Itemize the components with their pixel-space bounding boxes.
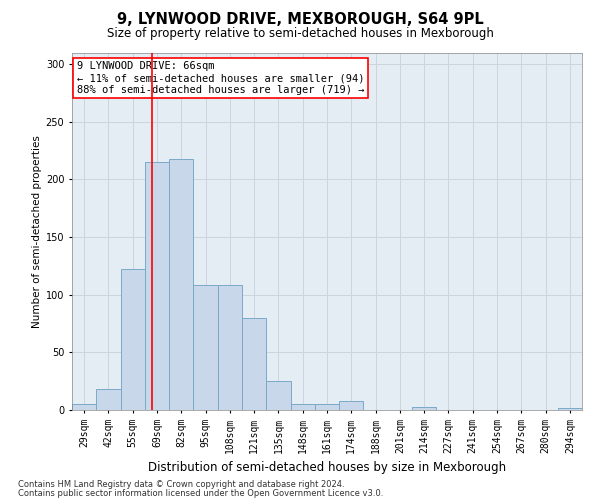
Bar [412, 406, 436, 410]
Bar [145, 162, 169, 410]
Bar [242, 318, 266, 410]
X-axis label: Distribution of semi-detached houses by size in Mexborough: Distribution of semi-detached houses by … [148, 461, 506, 474]
Bar [193, 286, 218, 410]
Bar [266, 381, 290, 410]
Bar [169, 158, 193, 410]
Bar [558, 408, 582, 410]
Text: 9, LYNWOOD DRIVE, MEXBOROUGH, S64 9PL: 9, LYNWOOD DRIVE, MEXBOROUGH, S64 9PL [116, 12, 484, 28]
Text: Contains public sector information licensed under the Open Government Licence v3: Contains public sector information licen… [18, 489, 383, 498]
Bar [315, 404, 339, 410]
Bar [290, 404, 315, 410]
Bar [339, 401, 364, 410]
Text: Size of property relative to semi-detached houses in Mexborough: Size of property relative to semi-detach… [107, 28, 493, 40]
Bar [72, 404, 96, 410]
Y-axis label: Number of semi-detached properties: Number of semi-detached properties [32, 135, 41, 328]
Bar [121, 270, 145, 410]
Bar [96, 389, 121, 410]
Text: Contains HM Land Registry data © Crown copyright and database right 2024.: Contains HM Land Registry data © Crown c… [18, 480, 344, 489]
Bar [218, 286, 242, 410]
Text: 9 LYNWOOD DRIVE: 66sqm
← 11% of semi-detached houses are smaller (94)
88% of sem: 9 LYNWOOD DRIVE: 66sqm ← 11% of semi-det… [77, 62, 365, 94]
